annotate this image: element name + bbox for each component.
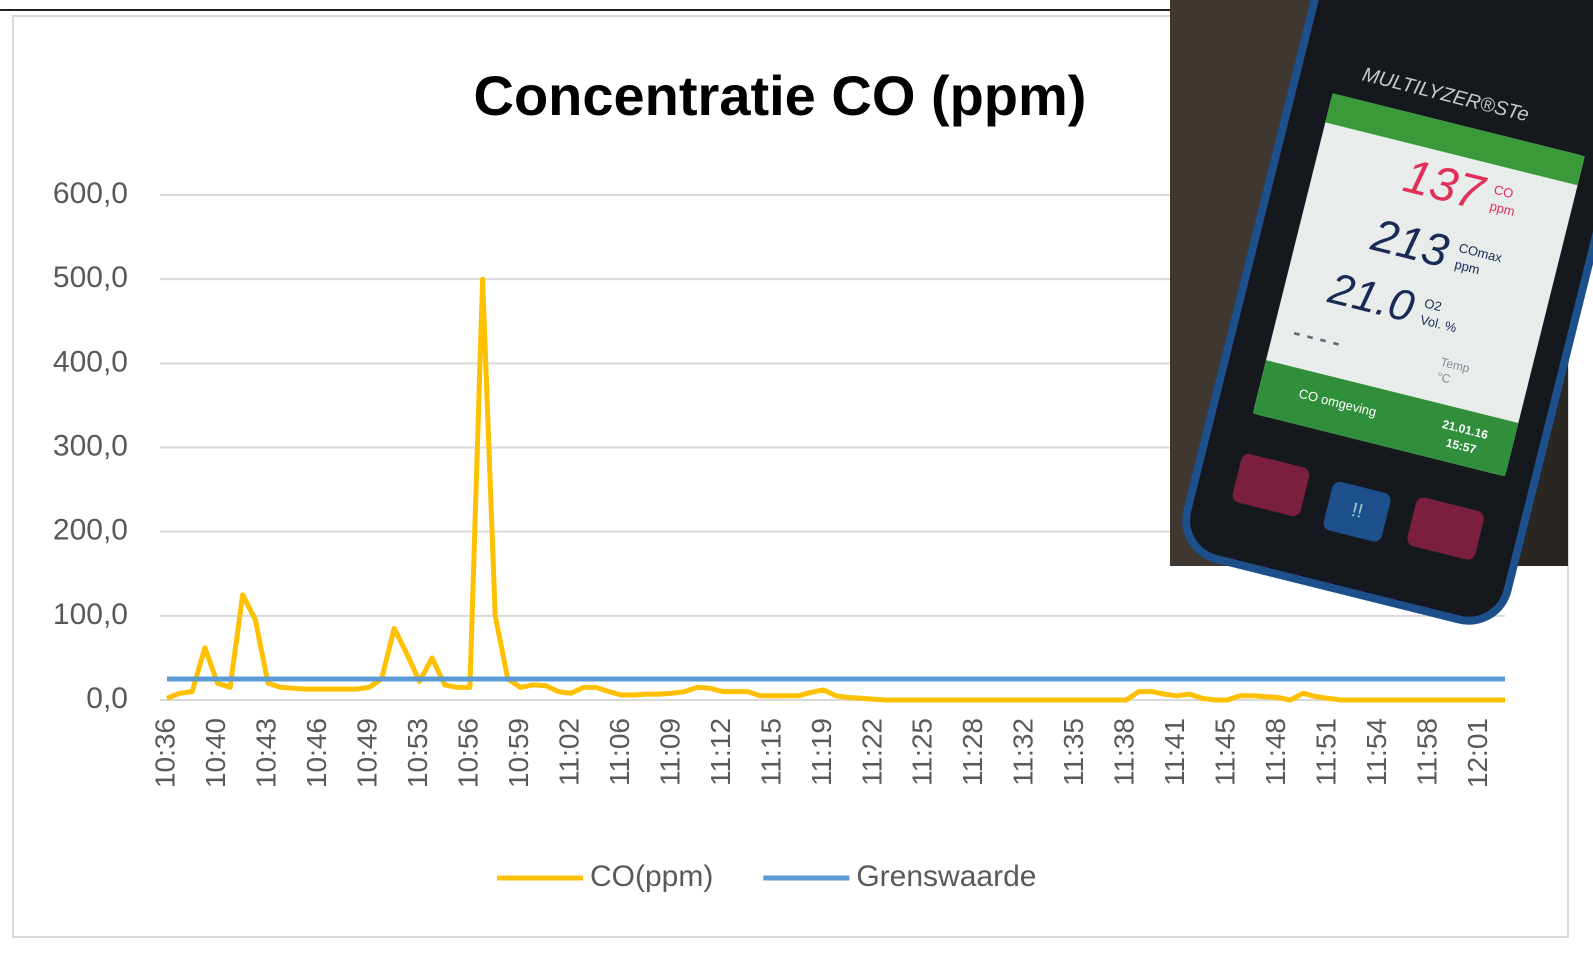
x-tick-label: 11:22 bbox=[856, 718, 887, 786]
chart-title: Concentratie CO (ppm) bbox=[474, 64, 1087, 127]
page: Concentratie CO (ppm) 0,0 100,0 200,0 300,0… bbox=[0, 0, 1593, 953]
y-tick-label: 500,0 bbox=[53, 261, 128, 294]
x-tick-label: 11:54 bbox=[1361, 718, 1392, 786]
legend-label: Grenswaarde bbox=[856, 860, 1036, 893]
x-tick-label: 11:58 bbox=[1412, 718, 1443, 786]
y-tick-label: 600,0 bbox=[53, 177, 128, 210]
x-tick-label: 10:56 bbox=[452, 718, 483, 788]
x-tick-label: 10:43 bbox=[250, 718, 281, 788]
x-tick-label: 11:25 bbox=[907, 718, 938, 786]
x-tick-label: 11:32 bbox=[1008, 718, 1039, 786]
y-tick-label: 400,0 bbox=[53, 345, 128, 378]
x-tick-label: 10:46 bbox=[301, 718, 332, 788]
x-tick-label: 10:49 bbox=[351, 718, 382, 788]
x-tick-label: 11:41 bbox=[1159, 718, 1190, 786]
x-tick-label: 11:06 bbox=[604, 718, 635, 786]
x-tick-label: 11:38 bbox=[1109, 718, 1140, 786]
x-tick-label: 10:36 bbox=[149, 718, 180, 788]
x-tick-label: 11:19 bbox=[806, 718, 837, 786]
legend-label: CO(ppm) bbox=[590, 860, 713, 893]
x-tick-label: 11:12 bbox=[705, 718, 736, 786]
x-tick-label: 11:02 bbox=[553, 718, 584, 786]
x-tick-label: 10:59 bbox=[503, 718, 534, 788]
device-photo: MULTILYZER®STe 137 CO ppm 213 COmax ppm … bbox=[1170, 0, 1593, 629]
x-tick-label: 10:53 bbox=[402, 718, 433, 788]
x-tick-label: 10:40 bbox=[200, 718, 231, 788]
x-tick-label: 11:48 bbox=[1260, 718, 1291, 786]
x-tick-label: 11:51 bbox=[1311, 718, 1342, 786]
x-tick-label: 11:45 bbox=[1210, 718, 1241, 786]
y-tick-label: 0,0 bbox=[86, 682, 128, 715]
x-tick-label: 12:01 bbox=[1462, 718, 1493, 788]
x-tick-label: 11:09 bbox=[654, 718, 685, 786]
y-tick-label: 200,0 bbox=[53, 514, 128, 547]
x-tick-label: 11:28 bbox=[957, 718, 988, 786]
x-tick-label: 11:35 bbox=[1058, 718, 1089, 786]
x-tick-label: 11:15 bbox=[755, 718, 786, 786]
y-tick-label: 100,0 bbox=[53, 598, 128, 631]
y-tick-label: 300,0 bbox=[53, 429, 128, 462]
